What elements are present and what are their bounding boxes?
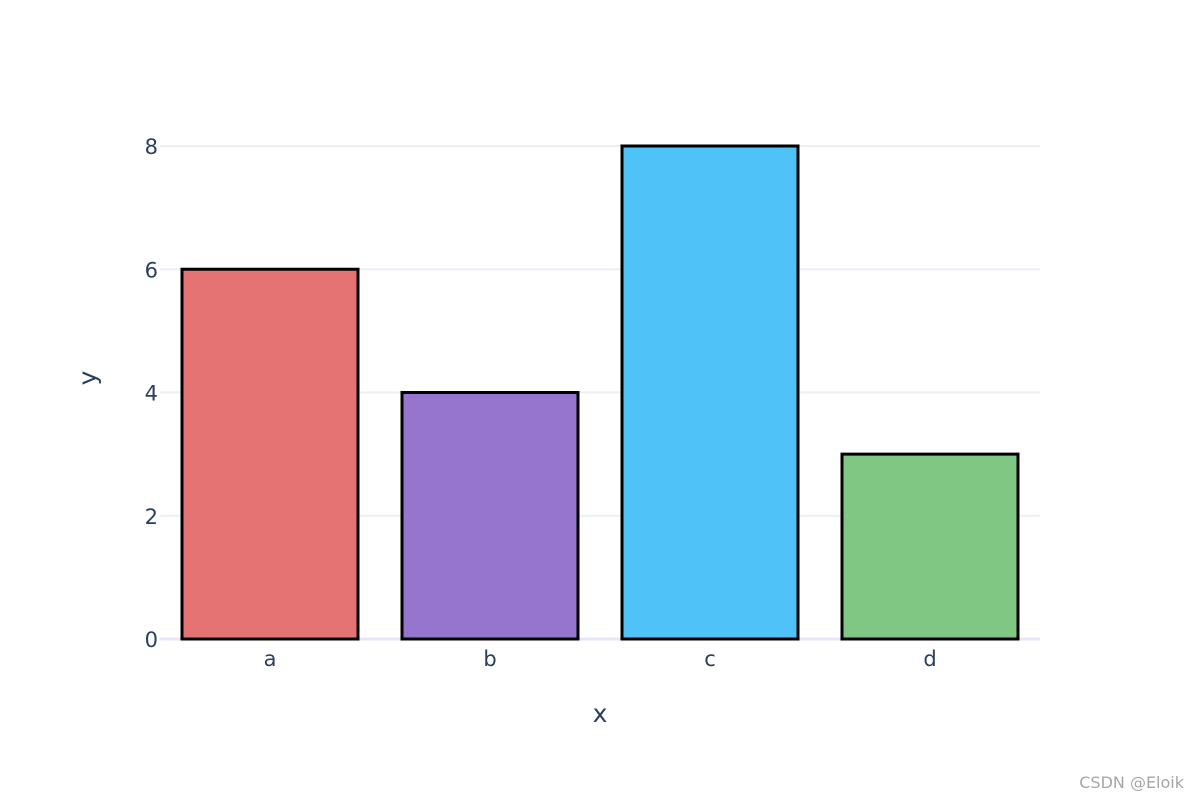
y-tick-label: 4 [145,382,158,406]
y-axis-title: y [73,370,102,385]
x-tick-label: a [264,647,277,671]
x-tick-labels: a b c d [264,647,937,671]
y-tick-label: 0 [145,628,158,652]
x-tick-label: d [923,647,936,671]
y-tick-label: 2 [145,505,158,529]
bar-b [400,391,580,641]
bar-c [620,144,800,641]
bar-d [840,452,1020,641]
y-tick-labels: 0 2 4 6 8 [145,135,158,652]
bars [180,144,1020,641]
watermark: CSDN @Eloik [1079,773,1184,792]
x-tick-label: c [704,647,716,671]
bar-a [180,267,360,641]
y-tick-label: 6 [145,258,158,282]
x-axis-title: x [593,699,608,728]
y-tick-label: 8 [145,135,158,159]
x-tick-label: b [483,647,496,671]
